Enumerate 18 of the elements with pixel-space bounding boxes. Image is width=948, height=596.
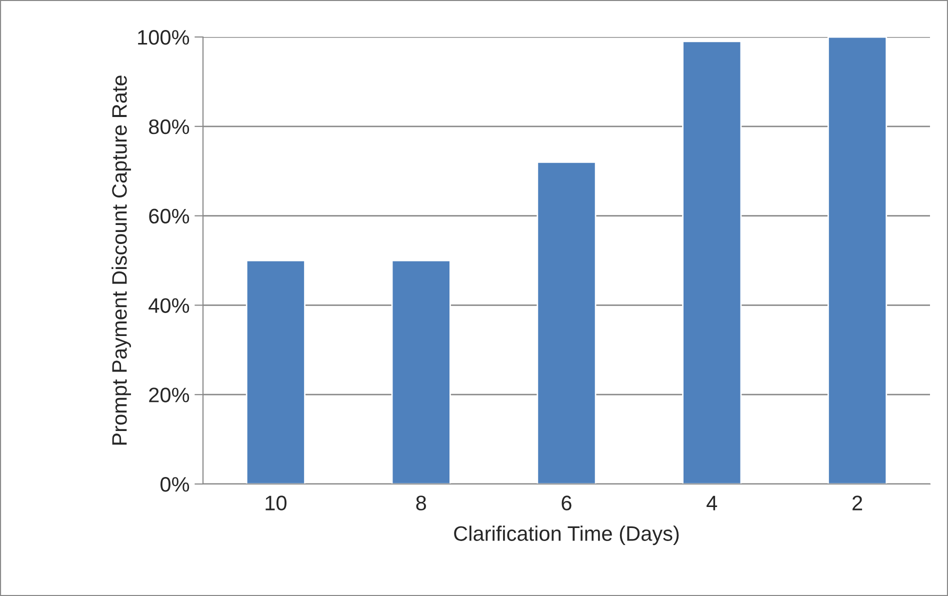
bar xyxy=(536,161,596,484)
bar xyxy=(246,260,306,484)
bar xyxy=(828,37,888,484)
y-tick-label: 40% xyxy=(148,298,190,313)
x-tick-label: 10 xyxy=(266,496,286,510)
y-tick-label: 100% xyxy=(138,30,190,45)
x-axis-title: Clarification Time (Days) xyxy=(454,526,679,546)
bar xyxy=(391,260,451,484)
y-tick-label: 60% xyxy=(149,208,190,224)
x-tick-label: 2 xyxy=(852,496,862,510)
y-tick-label: 20% xyxy=(149,388,190,402)
x-tick-label: 4 xyxy=(706,496,718,510)
bar xyxy=(682,40,742,484)
x-tick-label: 8 xyxy=(416,496,426,510)
y-tick-label: 80% xyxy=(149,119,190,134)
y-axis-title: Prompt Payment Discount Capture Rate xyxy=(112,76,131,445)
y-tick-label: 0% xyxy=(160,477,190,492)
x-tick-label: 6 xyxy=(562,496,572,510)
